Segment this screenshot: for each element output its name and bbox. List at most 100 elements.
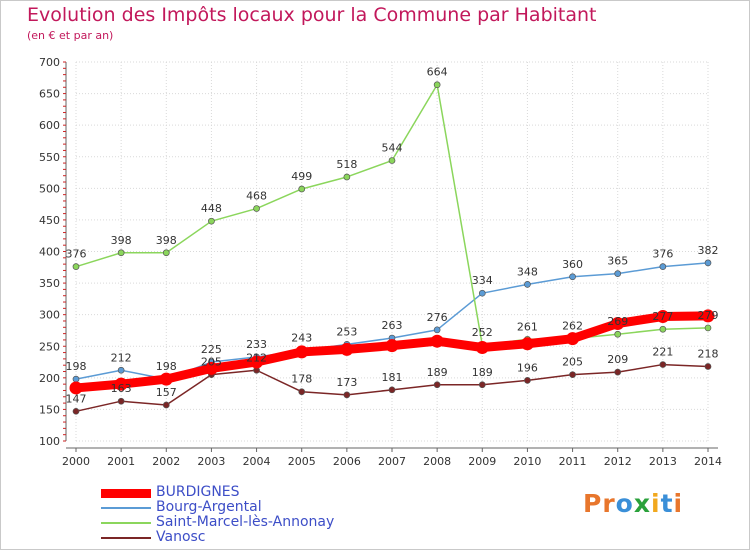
x-tick-label: 2008 xyxy=(423,455,451,468)
data-label: 277 xyxy=(652,310,673,323)
x-tick-label: 2004 xyxy=(243,455,271,468)
data-label: 398 xyxy=(156,234,177,247)
data-label: 147 xyxy=(66,392,87,405)
data-point xyxy=(72,407,80,415)
data-point xyxy=(659,325,667,333)
legend-label: Bourg-Argental xyxy=(156,499,262,515)
data-label: 398 xyxy=(111,234,132,247)
data-point xyxy=(614,368,622,376)
legend-label: Saint-Marcel-lès-Annonay xyxy=(156,514,335,530)
legend-label: BURDIGNES xyxy=(156,484,240,500)
y-tick-label: 250 xyxy=(39,340,60,353)
data-point xyxy=(69,381,83,395)
legend-swatch xyxy=(101,522,151,524)
data-point xyxy=(343,391,351,399)
data-point xyxy=(340,342,354,356)
data-point xyxy=(72,375,80,383)
data-label: 243 xyxy=(291,332,312,345)
data-point xyxy=(478,381,486,389)
data-point xyxy=(566,332,580,346)
data-label-layer: 198 212 198 225 233 243 253 263 276 334 348 360 365 3… xyxy=(66,66,719,406)
data-point xyxy=(72,263,80,271)
data-point xyxy=(433,326,441,334)
data-point xyxy=(433,381,441,389)
data-label: 664 xyxy=(427,66,448,79)
data-label: 253 xyxy=(336,325,357,338)
grid-layer xyxy=(75,61,709,442)
data-label: 468 xyxy=(246,190,267,203)
data-label: 163 xyxy=(111,382,132,395)
data-label: 196 xyxy=(517,361,538,374)
y-tick-label: 700 xyxy=(39,56,60,69)
y-tick-label: 450 xyxy=(39,214,60,227)
data-point xyxy=(343,173,351,181)
legend-item: BURDIGNES xyxy=(101,485,401,500)
x-tick-label: 2009 xyxy=(468,455,496,468)
data-point xyxy=(475,341,489,355)
data-label: 360 xyxy=(562,258,583,271)
y-tick-label: 500 xyxy=(39,182,60,195)
legend-item: Bourg-Argental xyxy=(101,500,401,515)
logo-letter: x xyxy=(633,489,651,518)
data-label: 261 xyxy=(517,320,538,333)
data-label: 448 xyxy=(201,202,222,215)
data-label: 198 xyxy=(66,360,87,373)
data-point xyxy=(114,377,128,391)
y-tick-label: 100 xyxy=(39,435,60,448)
chart-subtitle: (en € et par an) xyxy=(27,29,114,42)
logo-letter: o xyxy=(615,489,634,518)
y-tick-label: 650 xyxy=(39,88,60,101)
y-tick-label: 350 xyxy=(39,277,60,290)
x-tick-label: 2002 xyxy=(152,455,180,468)
data-point xyxy=(659,263,667,271)
data-point xyxy=(524,280,531,288)
data-point xyxy=(478,289,486,297)
data-point xyxy=(298,185,306,193)
data-label: 218 xyxy=(698,347,719,360)
data-point xyxy=(117,397,125,405)
data-point xyxy=(250,355,264,369)
data-label: 212 xyxy=(246,351,267,364)
data-point xyxy=(117,366,125,374)
legend-item: Vanosc xyxy=(101,530,401,545)
legend-item: Saint-Marcel-lès-Annonay xyxy=(101,515,401,530)
x-tick-label: 2007 xyxy=(378,455,406,468)
x-tick-label: 2001 xyxy=(107,455,135,468)
data-point xyxy=(295,345,309,359)
data-point xyxy=(298,388,306,396)
data-point xyxy=(204,361,218,375)
y-tick-label: 300 xyxy=(39,309,60,322)
data-label: 544 xyxy=(382,142,403,155)
data-point xyxy=(162,249,170,257)
data-point xyxy=(388,157,396,164)
data-point xyxy=(614,330,622,338)
data-label: 189 xyxy=(427,366,448,379)
logo-letter: i xyxy=(651,489,661,518)
data-point xyxy=(704,259,712,267)
x-tick-label: 2014 xyxy=(694,455,722,468)
data-label: 348 xyxy=(517,265,538,278)
data-point xyxy=(162,401,170,409)
y-tick-label: 600 xyxy=(39,119,60,132)
data-label: 181 xyxy=(382,371,403,384)
data-label: 157 xyxy=(156,386,177,399)
data-point xyxy=(208,217,215,225)
data-point xyxy=(430,334,444,348)
data-point xyxy=(569,273,576,281)
data-label: 279 xyxy=(698,309,719,322)
data-point xyxy=(385,339,399,353)
logo-letter: t xyxy=(660,489,674,518)
legend-swatch xyxy=(101,537,151,539)
data-point xyxy=(704,324,712,332)
data-label: 233 xyxy=(246,338,267,351)
data-label: 205 xyxy=(562,356,583,369)
data-label: 262 xyxy=(562,320,583,333)
data-label: 269 xyxy=(607,315,628,328)
data-label: 205 xyxy=(201,356,222,369)
proxiti-logo: Proxiti xyxy=(583,489,683,518)
data-label: 225 xyxy=(201,343,222,356)
axis-layer: 100 150 200 250 300 350 400 450 500 550 600 650 700 2… xyxy=(39,56,722,468)
data-label: 173 xyxy=(336,376,357,389)
data-point xyxy=(253,205,260,212)
